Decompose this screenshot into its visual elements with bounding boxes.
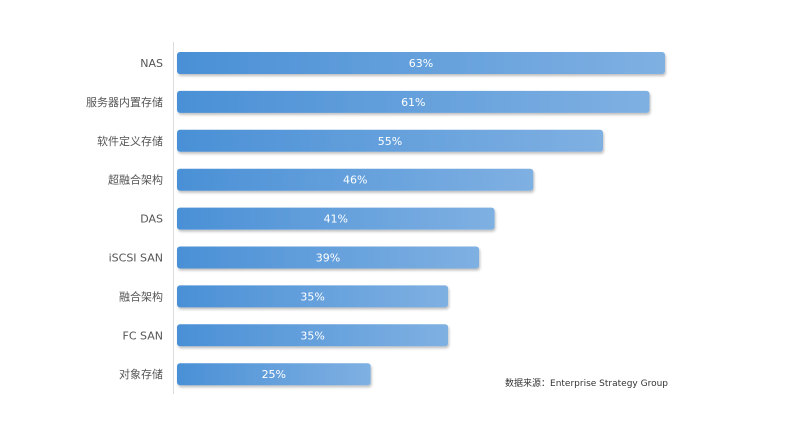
value-label-5: 39% (316, 252, 340, 265)
category-label-6: 融合架构 (119, 289, 163, 303)
value-label-0: 63% (409, 57, 433, 70)
bar-6 (177, 285, 449, 308)
value-label-3: 46% (343, 174, 367, 187)
source-note: 数据来源：Enterprise Strategy Group (505, 377, 668, 389)
value-label-7: 35% (300, 329, 324, 342)
bars-group (177, 52, 665, 386)
value-label-1: 61% (401, 96, 425, 109)
bar-2 (177, 129, 603, 152)
value-label-2: 55% (378, 135, 402, 148)
category-label-8: 对象存储 (119, 367, 163, 381)
bar-8 (177, 363, 371, 386)
category-label-1: 服务器内置存储 (86, 95, 163, 109)
category-label-3: 超融合架构 (108, 173, 163, 187)
bar-3 (177, 168, 534, 191)
bar-0 (177, 52, 665, 74)
category-label-4: DAS (140, 213, 163, 226)
category-label-5: iSCSI SAN (109, 252, 163, 265)
value-label-4: 41% (324, 213, 348, 226)
category-label-2: 软件定义存储 (97, 134, 163, 148)
bar-7 (177, 324, 449, 347)
category-label-0: NAS (140, 57, 163, 70)
value-label-8: 25% (262, 368, 286, 381)
bar-1 (177, 90, 650, 113)
bar-4 (177, 207, 495, 230)
value-label-6: 35% (300, 290, 324, 303)
bar-5 (177, 246, 480, 269)
value-labels-group: 63% 61% 55% 46% 41% 39% 35% 35% 25% (262, 57, 434, 381)
category-label-7: FC SAN (123, 329, 163, 342)
